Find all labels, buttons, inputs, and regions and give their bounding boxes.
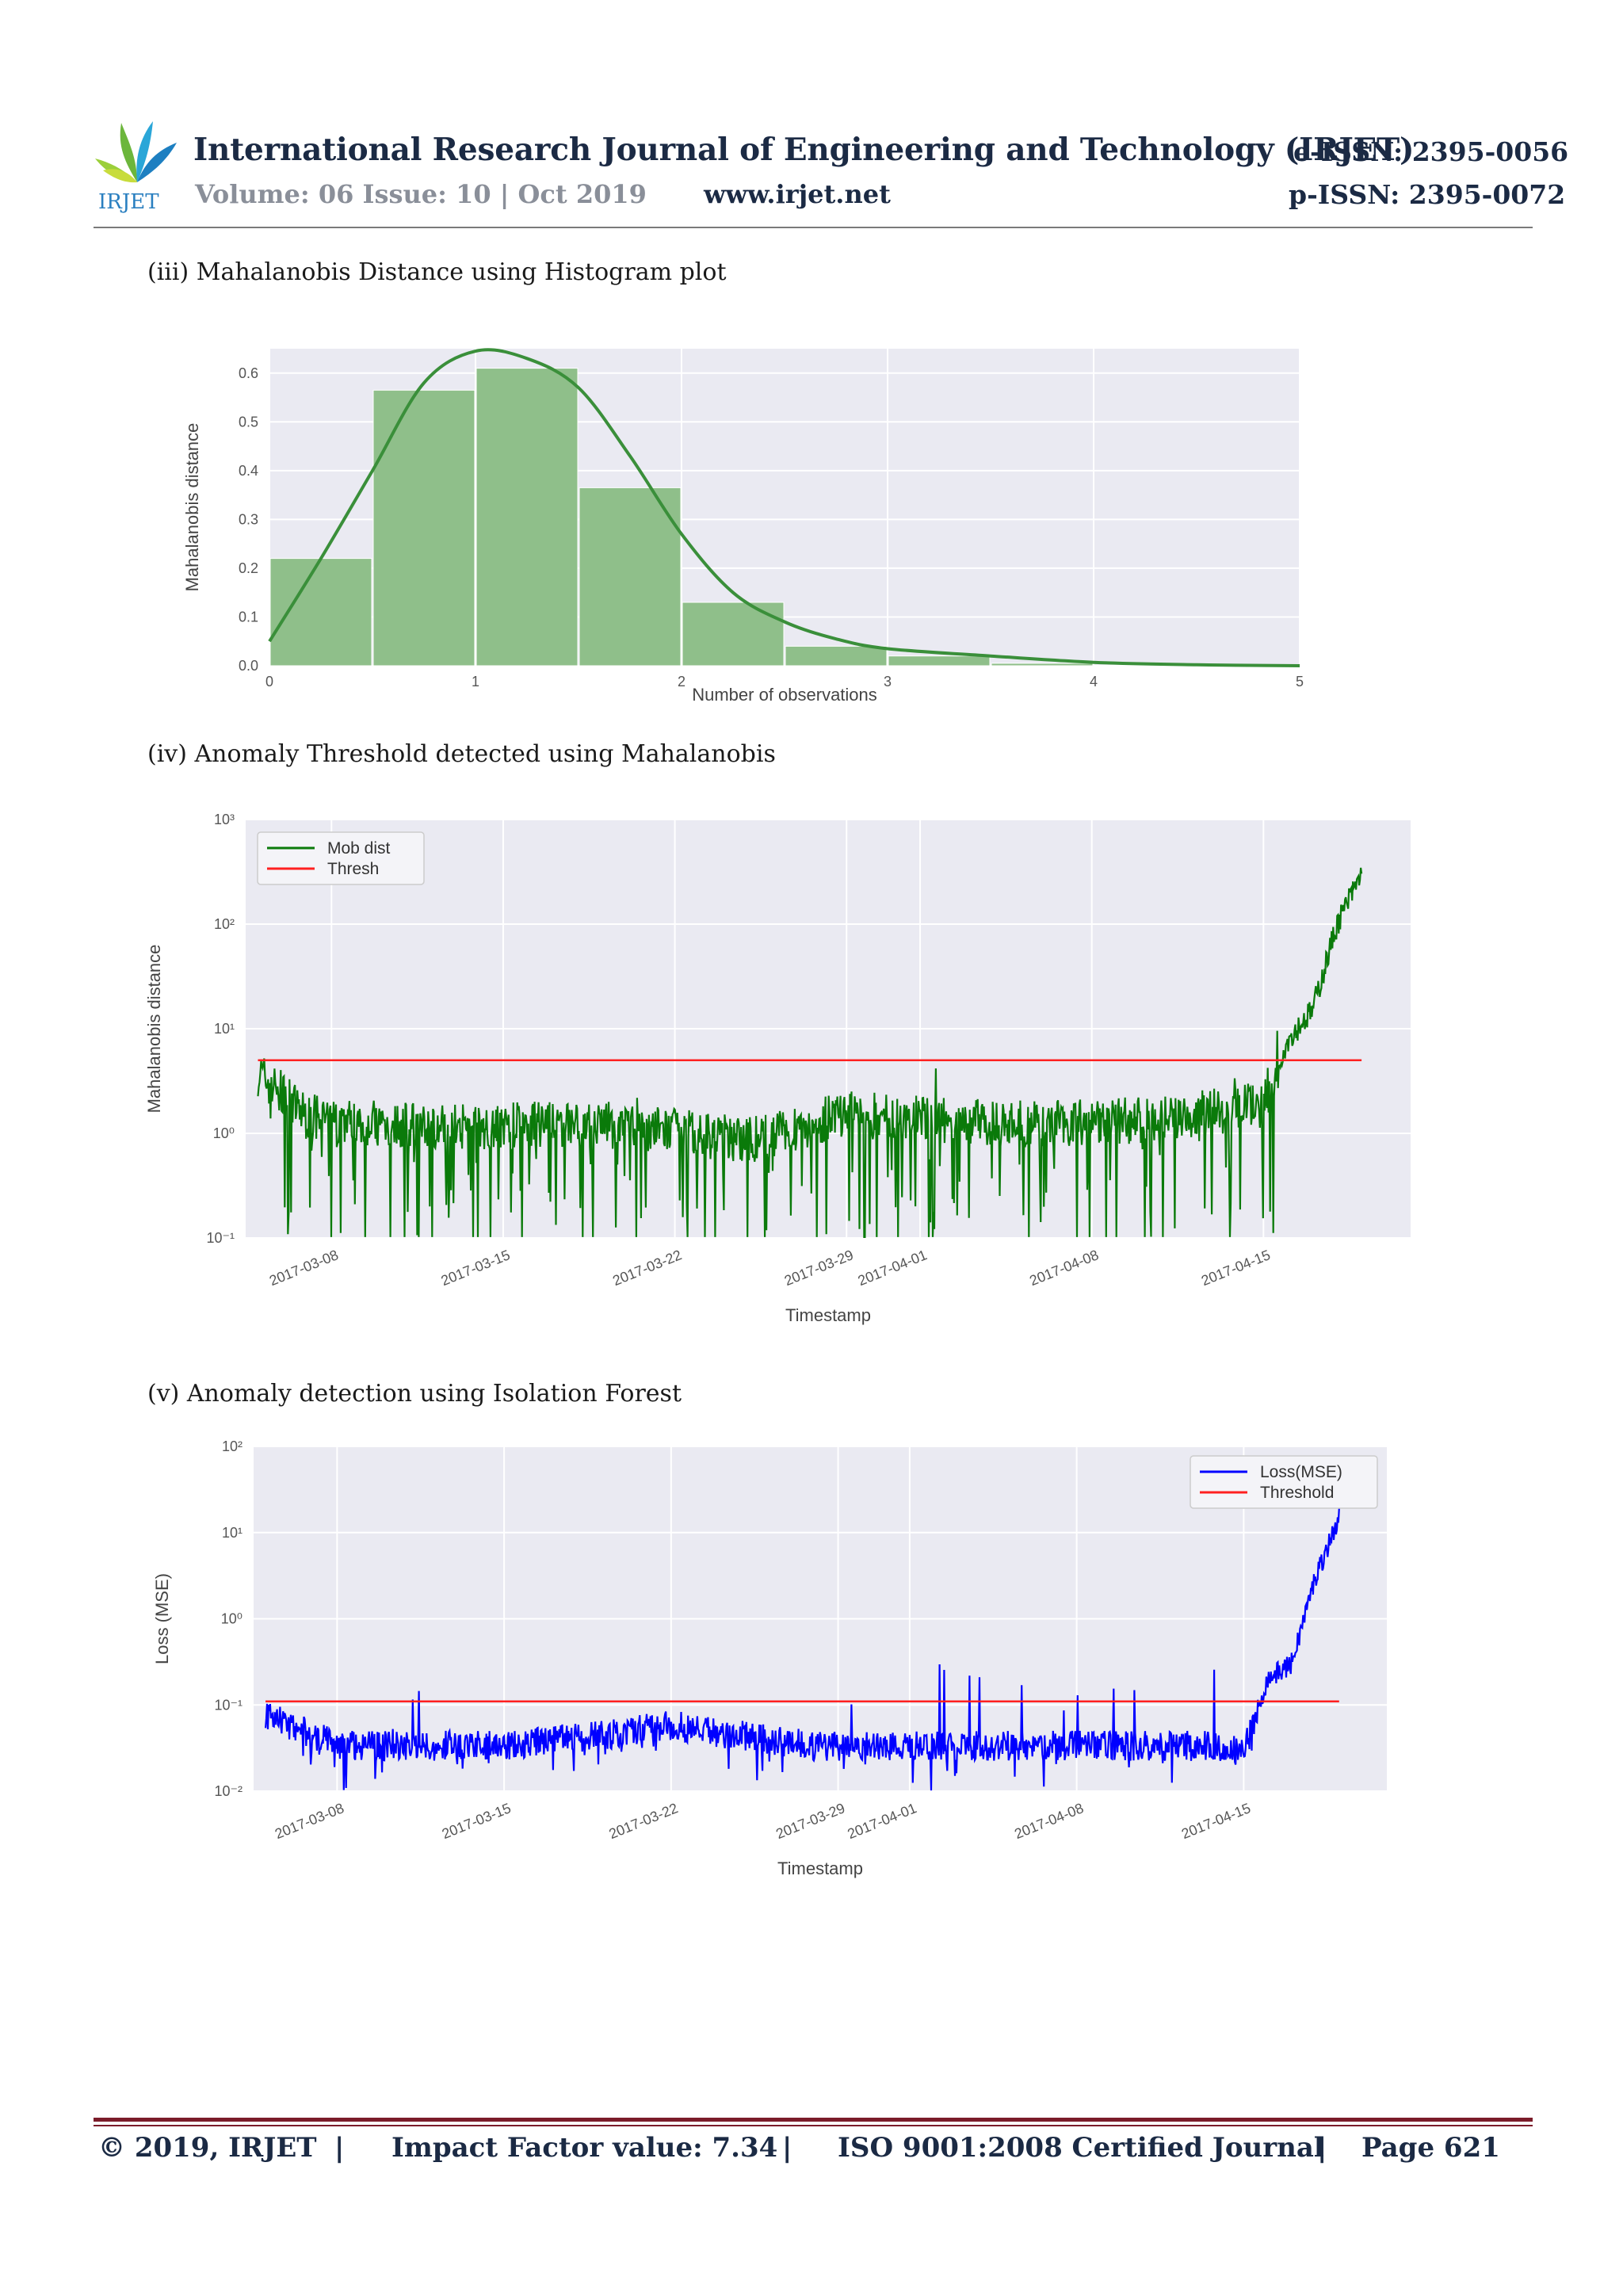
legend: Loss(MSE) Threshold xyxy=(1190,1455,1378,1509)
x-tick-label: 2017-03-15 xyxy=(439,1247,513,1289)
y-axis-label: Loss (MSE) xyxy=(152,1573,172,1664)
histogram-bar xyxy=(372,389,475,667)
histogram-bar xyxy=(888,655,991,667)
x-tick-label: 2017-04-15 xyxy=(1179,1800,1253,1842)
footer-copyright: © 2019, IRJET xyxy=(98,2132,317,2164)
figure-caption-iv: (iv) Anomaly Threshold detected using Ma… xyxy=(147,740,776,768)
y-tick-label: 0.0 xyxy=(239,658,258,674)
y-tick-label: 10¹ xyxy=(214,1021,235,1037)
x-tick-label: 2017-03-29 xyxy=(773,1800,847,1842)
mahalanobis-timeseries-figure: 2017-03-08 2017-03-15 2017-03-22 2017-03-29… xyxy=(143,802,1426,1341)
y-tick-label: 10⁰ xyxy=(213,1125,235,1141)
journal-title: International Research Journal of Engine… xyxy=(193,132,1415,168)
histogram-bar xyxy=(475,368,579,667)
figure-caption-v: (v) Anomaly detection using Isolation Fo… xyxy=(147,1380,682,1408)
legend-label: Threshold xyxy=(1260,1484,1334,1502)
legend-box xyxy=(257,831,425,885)
y-tick-label: 0.2 xyxy=(239,560,258,576)
journal-website[interactable]: www.irjet.net xyxy=(704,179,891,209)
histogram-bar xyxy=(991,663,1094,667)
x-tick-label: 2017-04-01 xyxy=(856,1247,930,1289)
histogram-bar xyxy=(269,558,372,667)
x-tick-label: 2017-03-08 xyxy=(267,1247,341,1289)
isolation-forest-figure: 2017-03-08 2017-03-15 2017-03-22 2017-03-29… xyxy=(151,1431,1419,1882)
x-tick-label: 2 xyxy=(678,674,685,690)
histogram-bar xyxy=(682,602,785,667)
legend: Mob dist Thresh xyxy=(257,831,425,885)
x-tick-label: 2017-03-22 xyxy=(606,1800,680,1842)
footer-divider-thin xyxy=(94,2125,1533,2126)
mahalanobis-timeseries-chart: 2017-03-08 2017-03-15 2017-03-22 2017-03-29… xyxy=(144,812,1411,1325)
y-tick-label: 10⁻¹ xyxy=(214,1697,242,1713)
irjet-logo: IRJET xyxy=(94,115,181,214)
y-tick-label: 10² xyxy=(222,1438,242,1454)
y-tick-label: 10⁻² xyxy=(214,1783,242,1799)
y-tick-label: 10³ xyxy=(214,812,235,827)
x-tick-label: 2017-03-22 xyxy=(610,1247,684,1289)
footer-divider-thick xyxy=(94,2118,1533,2122)
x-tick-label: 2017-04-08 xyxy=(1027,1247,1101,1289)
x-tick-label: 2017-04-08 xyxy=(1012,1800,1086,1842)
footer-separator: | xyxy=(334,2132,345,2164)
logo-text: IRJET xyxy=(98,190,159,214)
histogram-bar xyxy=(579,487,682,667)
x-axis-label: Number of observations xyxy=(692,685,877,701)
y-tick-label: 0.6 xyxy=(239,365,258,381)
x-tick-label: 5 xyxy=(1296,674,1304,690)
x-axis-label: Timestamp xyxy=(785,1305,871,1325)
footer-iso: ISO 9001:2008 Certified Journal xyxy=(838,2132,1324,2164)
e-issn: e-ISSN: 2395-0056 xyxy=(1293,136,1569,167)
x-tick-label: 2017-03-15 xyxy=(440,1800,514,1842)
p-issn: p-ISSN: 2395-0072 xyxy=(1289,179,1566,210)
legend-label: Thresh xyxy=(327,860,379,878)
footer-separator: | xyxy=(782,2132,792,2164)
irjet-logo-icon: IRJET xyxy=(95,121,177,214)
x-tick-label: 2017-03-08 xyxy=(273,1800,346,1842)
series-line-mobdist xyxy=(257,867,1363,1238)
volume-issue: Volume: 06 Issue: 10 | Oct 2019 xyxy=(195,179,647,209)
x-axis-label: Timestamp xyxy=(777,1859,863,1878)
legend-label: Loss(MSE) xyxy=(1260,1463,1342,1481)
histogram-figure: 0 1 2 3 4 5 0.0 0.1 0.2 0.3 0.4 0.5 0.6 Number of obs… xyxy=(166,321,1308,701)
y-tick-label: 0.4 xyxy=(239,463,258,479)
y-tick-label: 10¹ xyxy=(222,1525,242,1541)
histogram-chart: 0 1 2 3 4 5 0.0 0.1 0.2 0.3 0.4 0.5 0.6 Number of obs… xyxy=(182,348,1304,701)
legend-label: Mob dist xyxy=(327,839,391,858)
y-axis-label: Mahalanobis distance xyxy=(182,423,202,592)
series-line-lossmse xyxy=(265,1508,1340,1791)
footer-impact-factor: Impact Factor value: 7.34 xyxy=(391,2132,778,2164)
page-footer: © 2019, IRJET | Impact Factor value: 7.3… xyxy=(97,2132,1531,2167)
y-tick-label: 0.1 xyxy=(239,609,258,625)
y-tick-label: 10⁰ xyxy=(221,1611,242,1627)
isolation-forest-chart: 2017-03-08 2017-03-15 2017-03-22 2017-03-29… xyxy=(152,1438,1387,1878)
y-tick-label: 10⁻¹ xyxy=(206,1230,235,1246)
x-tick-label: 2017-03-29 xyxy=(782,1247,856,1289)
x-tick-label: 1 xyxy=(472,674,479,690)
y-tick-label: 10² xyxy=(214,916,235,932)
x-tick-label: 4 xyxy=(1090,674,1098,690)
kde-line xyxy=(268,348,1300,667)
x-tick-label: 0 xyxy=(265,674,273,690)
x-tick-label: 3 xyxy=(884,674,892,690)
x-tick-label: 2017-04-15 xyxy=(1199,1247,1273,1289)
histogram-bar xyxy=(785,645,888,667)
footer-page-number: Page 621 xyxy=(1361,2132,1500,2164)
figure-caption-iii: (iii) Mahalanobis Distance using Histogr… xyxy=(147,258,727,286)
footer-separator: | xyxy=(1317,2132,1327,2164)
y-tick-label: 0.5 xyxy=(239,414,258,430)
y-axis-label: Mahalanobis distance xyxy=(144,945,164,1114)
legend-box xyxy=(1190,1455,1378,1509)
x-tick-label: 2017-04-01 xyxy=(846,1800,919,1842)
y-tick-label: 0.3 xyxy=(239,511,258,527)
header-divider xyxy=(94,227,1533,228)
